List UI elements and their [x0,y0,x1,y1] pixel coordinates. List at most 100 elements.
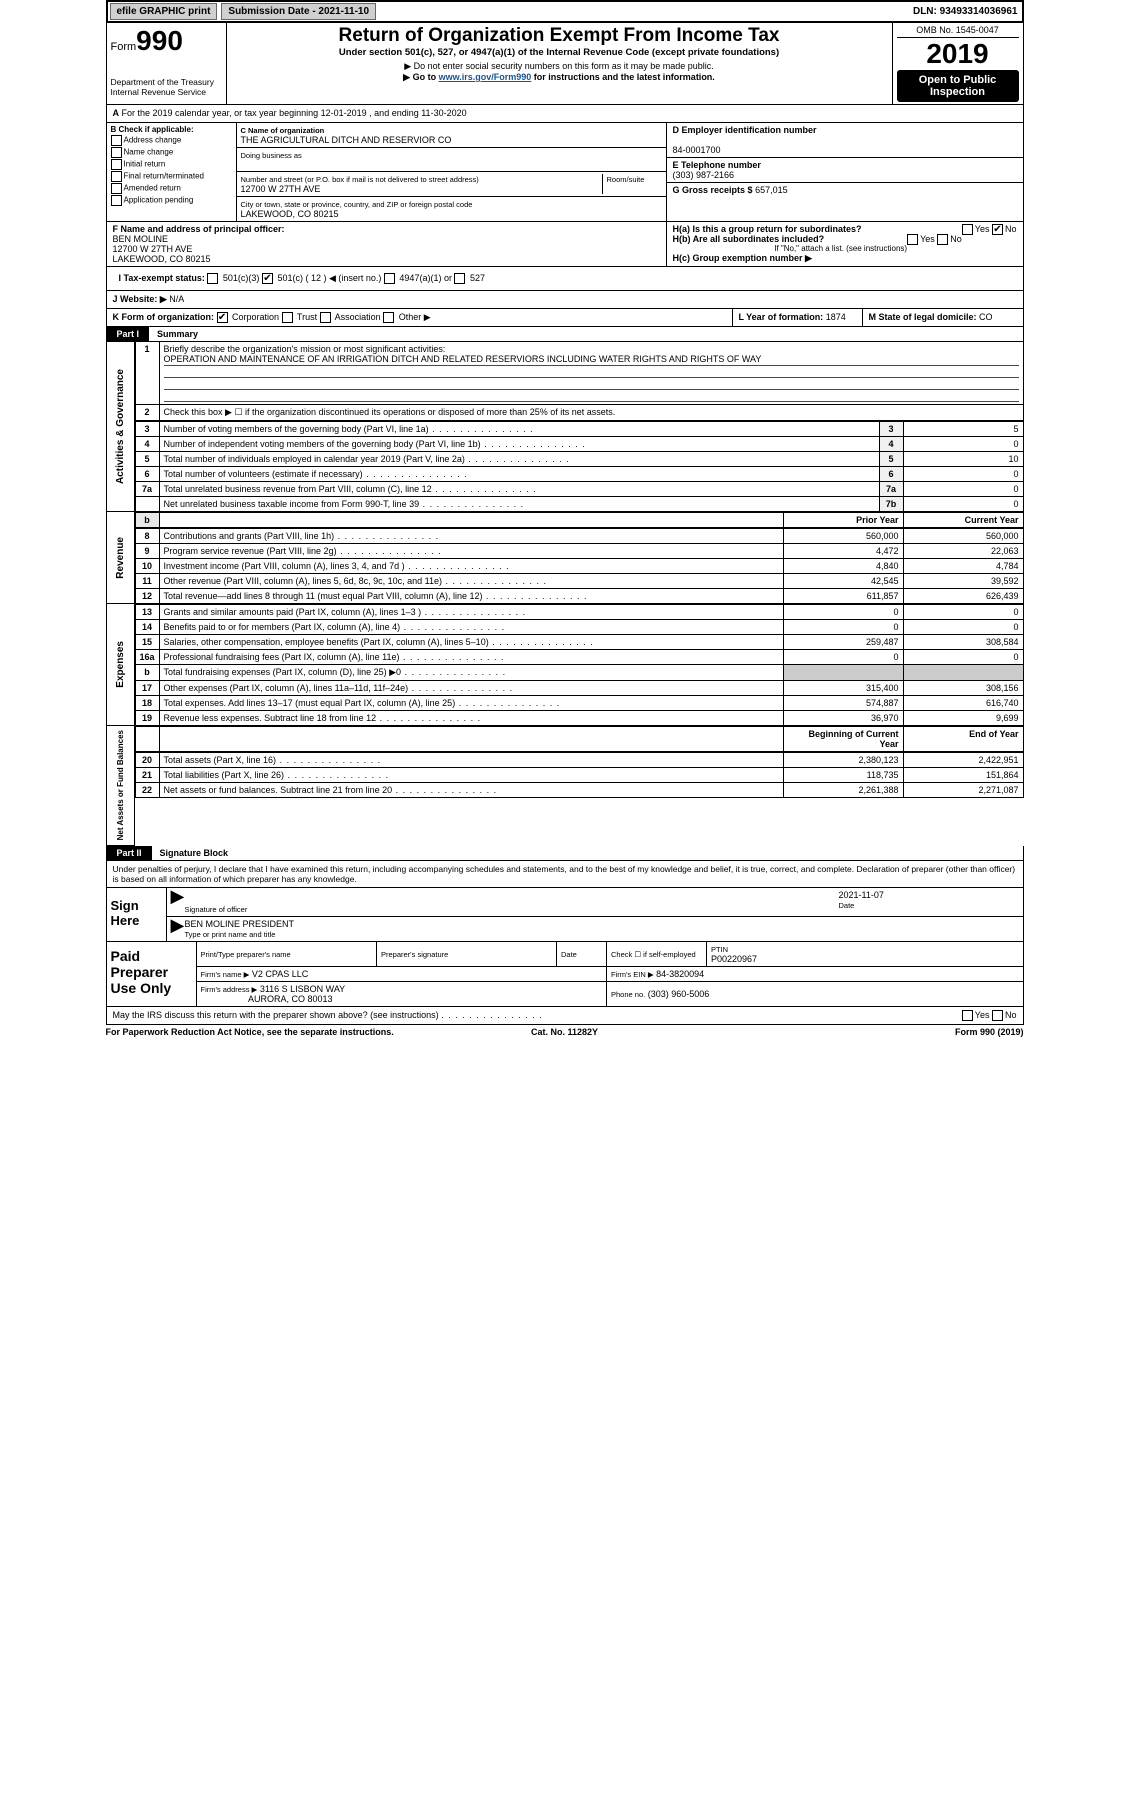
line-20-prior: 2,380,123 [783,753,903,768]
form-header: Form990 Department of the Treasury Inter… [106,23,1024,105]
line-14-curr: 0 [903,620,1023,635]
line-7a-val: 0 [903,482,1023,497]
line-18-desc: Total expenses. Add lines 13–17 (must eq… [159,696,783,711]
box-b: B Check if applicable: Address change Na… [107,123,237,221]
firm-addr1: 3116 S LISBON WAY [260,984,345,994]
line-4-val: 0 [903,437,1023,452]
line-6-desc: Total number of volunteers (estimate if … [159,467,879,482]
dln-label: DLN: 93493314036961 [909,4,1022,19]
org-info-block: B Check if applicable: Address change Na… [106,123,1024,222]
line-7b-desc: Net unrelated business taxable income fr… [159,497,879,512]
chk-501c3[interactable] [207,273,218,284]
city-state-zip: LAKEWOOD, CO 80215 [241,209,339,219]
line-22-curr: 2,271,087 [903,783,1023,798]
line-21-desc: Total liabilities (Part X, line 26) [159,768,783,783]
firm-ein: 84-3820094 [656,969,704,979]
line-7a-desc: Total unrelated business revenue from Pa… [159,482,879,497]
firm-phone: (303) 960-5006 [648,989,710,999]
line-9-prior: 4,472 [783,544,903,559]
line-22-prior: 2,261,388 [783,783,903,798]
arrow-icon: ▶ [171,890,185,914]
chk-amended[interactable]: Amended return [111,183,232,194]
line-10-desc: Investment income (Part VIII, column (A)… [159,559,783,574]
line-17-curr: 308,156 [903,681,1023,696]
discuss-yes[interactable] [962,1010,973,1021]
omb-number: OMB No. 1545-0047 [897,25,1019,38]
year-formation: 1874 [826,312,846,322]
line-3-desc: Number of voting members of the governin… [159,422,879,437]
discuss-row: May the IRS discuss this return with the… [106,1007,1024,1025]
discuss-no[interactable] [992,1010,1003,1021]
part1-header: Part ISummary [106,327,1024,342]
page-footer: For Paperwork Reduction Act Notice, see … [106,1025,1024,1039]
line-10-curr: 4,784 [903,559,1023,574]
chk-name-change[interactable]: Name change [111,147,232,158]
ein: 84-0001700 [673,145,721,155]
line-14-prior: 0 [783,620,903,635]
hb-no[interactable] [937,234,948,245]
chk-501c[interactable]: ✔ [262,273,273,284]
line-14-desc: Benefits paid to or for members (Part IX… [159,620,783,635]
sign-date: 2021-11-07 [839,890,884,900]
line-b-prior [783,665,903,681]
hb-yes[interactable] [907,234,918,245]
line-9-desc: Program service revenue (Part VIII, line… [159,544,783,559]
line-5-val: 10 [903,452,1023,467]
line-3-val: 5 [903,422,1023,437]
chk-527[interactable] [454,273,465,284]
chk-trust[interactable] [282,312,293,323]
line-8-desc: Contributions and grants (Part VIII, lin… [159,529,783,544]
chk-corp[interactable]: ✔ [217,312,228,323]
line-12-desc: Total revenue—add lines 8 through 11 (mu… [159,589,783,604]
box-c: C Name of organization THE AGRICULTURAL … [237,123,667,221]
penalties-text: Under penalties of perjury, I declare th… [106,861,1024,888]
website-val: N/A [169,294,184,304]
section-governance: Activities & Governance 1 Briefly descri… [106,342,1024,512]
efile-topbar: efile GRAPHIC print Submission Date - 20… [106,0,1024,23]
sign-here-block: Sign Here ▶ Signature of officer 2021-11… [106,888,1024,942]
dept-treasury: Department of the Treasury [111,77,222,87]
irs-label: Internal Revenue Service [111,87,222,97]
chk-other[interactable] [383,312,394,323]
line-20-desc: Total assets (Part X, line 16) [159,753,783,768]
line-13-desc: Grants and similar amounts paid (Part IX… [159,605,783,620]
row-i: I Tax-exempt status: 501(c)(3) ✔ 501(c) … [106,267,1024,291]
chk-assoc[interactable] [320,312,331,323]
mission-text: OPERATION AND MAINTENANCE OF AN IRRIGATI… [164,354,1019,366]
officer-name: BEN MOLINE [113,234,660,244]
form-title: Return of Organization Exempt From Incom… [231,25,888,47]
ha-no[interactable]: ✔ [992,224,1003,235]
street-address: 12700 W 27TH AVE [241,184,321,194]
firm-name: V2 CPAS LLC [252,969,308,979]
irs-link[interactable]: www.irs.gov/Form990 [439,72,532,82]
line-21-prior: 118,735 [783,768,903,783]
line-12-curr: 626,439 [903,589,1023,604]
h-b: H(b) Are all subordinates included? Yes … [673,234,1017,244]
line-21-curr: 151,864 [903,768,1023,783]
line-2: Check this box ▶ ☐ if the organization d… [159,405,1023,421]
chk-4947[interactable] [384,273,395,284]
tax-year: 2019 [897,38,1019,70]
h-a: H(a) Is this a group return for subordin… [673,224,1017,234]
line-b-curr [903,665,1023,681]
note-ssn: ▶ Do not enter social security numbers o… [231,61,888,72]
line-12-prior: 611,857 [783,589,903,604]
ptin: P00220967 [711,954,757,964]
note-goto: ▶ Go to www.irs.gov/Form990 for instruct… [231,72,888,83]
officer-addr2: LAKEWOOD, CO 80215 [113,254,660,264]
chk-initial-return[interactable]: Initial return [111,159,232,170]
ha-yes[interactable] [962,224,973,235]
line-4-desc: Number of independent voting members of … [159,437,879,452]
side-expenses: Expenses [113,637,128,692]
open-public-badge: Open to Public Inspection [897,70,1019,102]
arrow-icon: ▶ [171,919,185,939]
chk-app-pending[interactable]: Application pending [111,195,232,206]
chk-address-change[interactable]: Address change [111,135,232,146]
h-c: H(c) Group exemption number ▶ [673,253,1017,264]
chk-final-return[interactable]: Final return/terminated [111,171,232,182]
line-9-curr: 22,063 [903,544,1023,559]
line-6-val: 0 [903,467,1023,482]
efile-print-button[interactable]: efile GRAPHIC print [110,3,218,20]
section-revenue: Revenue bPrior YearCurrent Year 8Contrib… [106,512,1024,604]
line-15-curr: 308,584 [903,635,1023,650]
